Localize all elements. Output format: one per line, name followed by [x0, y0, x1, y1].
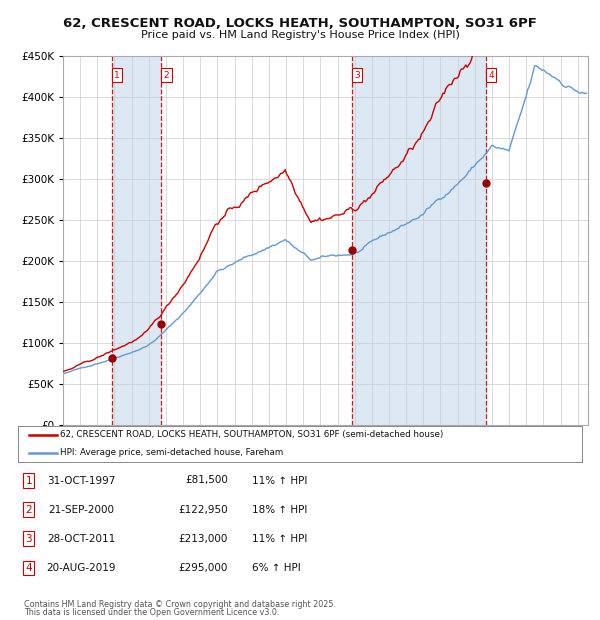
- Text: 1: 1: [25, 476, 32, 485]
- Text: 21-SEP-2000: 21-SEP-2000: [48, 505, 114, 515]
- Text: 4: 4: [488, 71, 494, 79]
- Text: £213,000: £213,000: [179, 534, 228, 544]
- Text: 62, CRESCENT ROAD, LOCKS HEATH, SOUTHAMPTON, SO31 6PF (semi-detached house): 62, CRESCENT ROAD, LOCKS HEATH, SOUTHAMP…: [60, 430, 443, 440]
- Text: 2: 2: [25, 505, 32, 515]
- Text: 28-OCT-2011: 28-OCT-2011: [47, 534, 115, 544]
- Text: HPI: Average price, semi-detached house, Fareham: HPI: Average price, semi-detached house,…: [60, 448, 284, 458]
- Text: 20-AUG-2019: 20-AUG-2019: [46, 563, 116, 573]
- Text: 6% ↑ HPI: 6% ↑ HPI: [252, 563, 301, 573]
- Text: £122,950: £122,950: [178, 505, 228, 515]
- Text: 1: 1: [114, 71, 120, 79]
- Text: 31-OCT-1997: 31-OCT-1997: [47, 476, 115, 485]
- Text: £295,000: £295,000: [179, 563, 228, 573]
- Text: £81,500: £81,500: [185, 476, 228, 485]
- Text: 11% ↑ HPI: 11% ↑ HPI: [252, 534, 307, 544]
- Text: Price paid vs. HM Land Registry's House Price Index (HPI): Price paid vs. HM Land Registry's House …: [140, 30, 460, 40]
- Bar: [352, 56, 486, 425]
- Text: 11% ↑ HPI: 11% ↑ HPI: [252, 476, 307, 485]
- Text: 3: 3: [25, 534, 32, 544]
- Text: 18% ↑ HPI: 18% ↑ HPI: [252, 505, 307, 515]
- Text: 3: 3: [355, 71, 360, 79]
- Text: Contains HM Land Registry data © Crown copyright and database right 2025.: Contains HM Land Registry data © Crown c…: [24, 600, 336, 609]
- Text: 2: 2: [164, 71, 169, 79]
- Text: 4: 4: [25, 563, 32, 573]
- Text: This data is licensed under the Open Government Licence v3.0.: This data is licensed under the Open Gov…: [24, 608, 280, 617]
- Bar: [112, 56, 161, 425]
- Text: 62, CRESCENT ROAD, LOCKS HEATH, SOUTHAMPTON, SO31 6PF: 62, CRESCENT ROAD, LOCKS HEATH, SOUTHAMP…: [63, 17, 537, 30]
